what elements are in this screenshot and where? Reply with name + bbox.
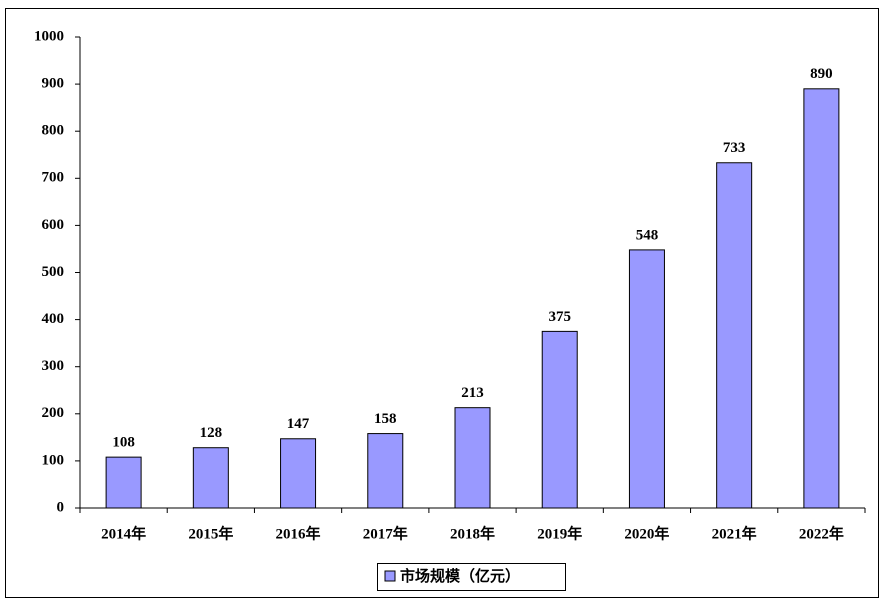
bar: [192, 447, 229, 509]
x-tick-label: 2015年: [188, 524, 233, 542]
x-tick-label: 2022年: [799, 524, 844, 542]
data-label: 158: [374, 411, 397, 427]
x-tick-label: 2018年: [450, 524, 495, 542]
x-tick-label: 2014年: [101, 524, 146, 542]
bar: [280, 438, 317, 509]
x-tick-label: 2021年: [712, 524, 757, 542]
data-label: 548: [636, 227, 659, 243]
y-tick-label: 700: [42, 170, 65, 186]
bar: [716, 162, 753, 509]
legend-box: [377, 563, 566, 591]
y-tick-label: 600: [42, 217, 65, 233]
y-tick-label: 900: [42, 76, 65, 92]
x-tick-label: 2020年: [624, 524, 669, 542]
y-tick-label: 500: [42, 264, 65, 280]
data-label: 213: [461, 385, 484, 401]
x-tick-label: 2016年: [276, 524, 321, 542]
bar: [105, 456, 142, 509]
y-tick-label: 100: [42, 452, 65, 468]
data-label: 890: [810, 66, 833, 82]
y-tick-label: 200: [42, 405, 65, 421]
data-label: 733: [723, 140, 746, 156]
data-label: 108: [112, 435, 135, 451]
bar: [367, 433, 404, 509]
data-label: 375: [548, 309, 571, 325]
y-tick-label: 300: [42, 358, 65, 374]
x-tick-label: 2017年: [363, 524, 408, 542]
bar: [541, 330, 578, 509]
y-tick-label: 1000: [34, 28, 64, 44]
bar: [454, 407, 491, 509]
data-label: 147: [287, 416, 310, 432]
y-tick-label: 400: [42, 311, 65, 327]
y-tick-label: 800: [42, 123, 65, 139]
y-tick-label: 0: [57, 499, 65, 515]
legend-swatch: [384, 570, 396, 582]
x-tick-label: 2019年: [537, 524, 582, 542]
bar: [628, 249, 665, 509]
legend-label: 市场规模（亿元）: [400, 567, 520, 585]
bar: [803, 88, 840, 509]
data-label: 128: [200, 425, 223, 441]
